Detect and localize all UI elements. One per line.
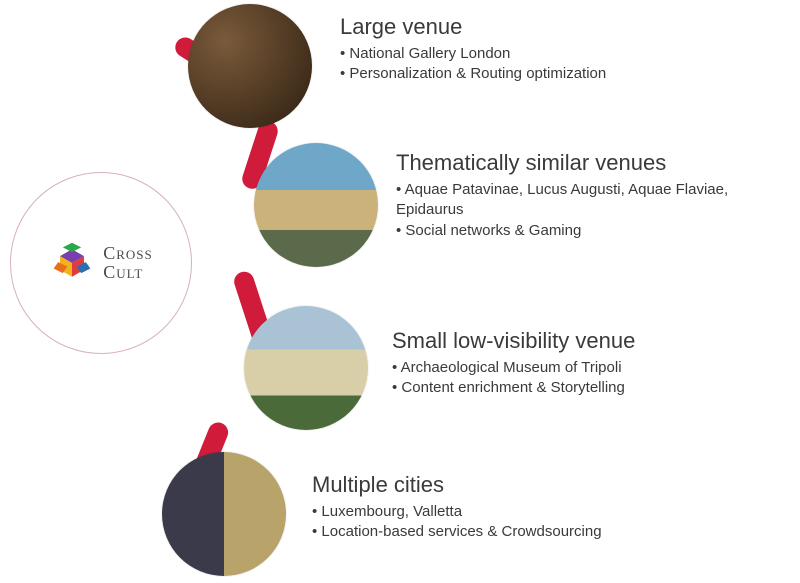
brand-logo-circle: Cross Cult: [10, 172, 192, 354]
node-bullet: Social networks & Gaming: [396, 221, 792, 241]
node-title: Small low-visibility venue: [392, 328, 635, 354]
node-image-small-venue: [244, 306, 368, 430]
node-image-large-venue: [188, 4, 312, 128]
brand-name: Cross Cult: [103, 244, 153, 282]
node-bullets: Luxembourg, VallettaLocation-based servi…: [312, 502, 602, 543]
node-text-small-venue: Small low-visibility venue Archaeological…: [392, 328, 635, 399]
node-bullets: Archaeological Museum of TripoliContent …: [392, 358, 635, 399]
node-image-thematic-venues: [254, 143, 378, 267]
node-bullet: National Gallery London: [340, 44, 606, 64]
crosscult-cube-icon: [49, 240, 95, 286]
brand-line2: Cult: [103, 262, 143, 282]
node-bullet: Personalization & Routing optimization: [340, 64, 606, 84]
node-title: Multiple cities: [312, 472, 602, 498]
node-bullets: National Gallery LondonPersonalization &…: [340, 44, 606, 85]
node-text-large-venue: Large venue National Gallery LondonPerson…: [340, 14, 606, 85]
brand-line1: Cross: [103, 243, 153, 263]
node-text-multi-cities: Multiple cities Luxembourg, VallettaLocat…: [312, 472, 602, 543]
node-bullet: Content enrichment & Storytelling: [392, 378, 635, 398]
node-bullets: Aquae Patavinae, Lucus Augusti, Aquae Fl…: [396, 180, 792, 241]
node-text-thematic-venues: Thematically similar venues Aquae Patavin…: [396, 150, 792, 241]
node-image-multi-cities: [162, 452, 286, 576]
node-title: Large venue: [340, 14, 606, 40]
node-title: Thematically similar venues: [396, 150, 792, 176]
node-bullet: Archaeological Museum of Tripoli: [392, 358, 635, 378]
node-bullet: Aquae Patavinae, Lucus Augusti, Aquae Fl…: [396, 180, 792, 221]
infographic-canvas: Cross Cult Large venue National Gallery L…: [0, 0, 800, 583]
node-bullet: Location-based services & Crowdsourcing: [312, 522, 602, 542]
node-bullet: Luxembourg, Valletta: [312, 502, 602, 522]
